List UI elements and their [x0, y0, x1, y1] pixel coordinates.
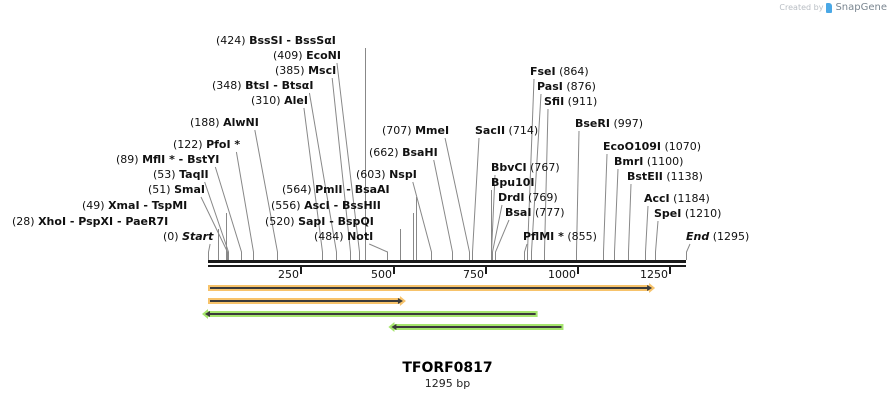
site-label: SacII (714) [475, 124, 538, 137]
backbone-top-strand [208, 260, 686, 263]
site-label: (424) BssSI - BssSαI [216, 34, 336, 47]
site-label: PasI (876) [537, 80, 596, 93]
site-label: (348) BtsI - BtsαI [212, 79, 313, 92]
site-label: (603) NspI [356, 168, 417, 181]
site-label: DrdI (769) [498, 191, 558, 204]
site-label: (51) SmaI [148, 183, 205, 196]
ruler-tick [577, 267, 579, 274]
ruler-tick-label: 250 [278, 268, 299, 281]
site-leader [492, 204, 503, 260]
site-label: (564) PmlI - BsaAI [282, 183, 390, 196]
site-label: BmrI (1100) [614, 155, 683, 168]
forward-feature-2[interactable] [208, 296, 406, 306]
ruler-tick-label: 1250 [640, 268, 668, 281]
backbone-bottom-strand [208, 265, 686, 267]
site-leader [303, 107, 323, 260]
site-label: (53) TaqII [153, 168, 209, 181]
site-leader [336, 62, 360, 260]
site-leader [614, 168, 619, 260]
sequence-title: TFORF0817 [402, 360, 493, 376]
site-label: (556) AscI - BssHII [271, 199, 381, 212]
site-label: (707) MmeI [382, 124, 449, 137]
ruler-tick [393, 267, 395, 274]
site-leader [412, 181, 432, 260]
site-label: (385) MscI [275, 64, 336, 77]
ruler-ticks: 250 500 750 1000 1250 [278, 267, 671, 281]
site-label: (49) XmaI - TspMI [82, 199, 187, 212]
site-label: (484) NotI [314, 230, 373, 243]
site-label: (122) PfoI * [173, 138, 240, 151]
site-leader [472, 137, 480, 260]
site-leader [433, 159, 453, 260]
site-leader [444, 137, 470, 260]
site-label: (0) Start [163, 230, 214, 243]
ruler-tick [669, 267, 671, 274]
site-label: (409) EcoNI [273, 49, 341, 62]
site-label: SpeI (1210) [654, 207, 721, 220]
site-leader [369, 243, 388, 260]
site-label: BsaI (777) [505, 206, 565, 219]
site-label: AccI (1184) [644, 192, 710, 205]
site-leader [308, 92, 337, 260]
snapgene-credit: Created by SnapGene [779, 2, 887, 13]
site-leader [208, 243, 211, 260]
ruler-tick [300, 267, 302, 274]
ruler-tick-label: 500 [371, 268, 392, 281]
site-label: BbvCI (767) [491, 161, 560, 174]
site-leader [544, 108, 549, 260]
site-label: FseI (864) [530, 65, 589, 78]
credit-brand: SnapGene [835, 2, 887, 13]
site-leader [603, 153, 608, 260]
ruler-tick-label: 750 [463, 268, 484, 281]
reverse-feature-2[interactable] [388, 322, 564, 332]
site-leader [204, 181, 229, 260]
reverse-feature-1[interactable] [202, 309, 538, 319]
site-label: End (1295) [686, 230, 749, 243]
site-leader [531, 93, 542, 260]
sequence-length: 1295 bp [424, 377, 471, 390]
site-label: (520) SapI - BspQI [265, 215, 374, 228]
site-leader [628, 183, 632, 260]
site-leader [524, 243, 528, 260]
site-label: SfiI (911) [544, 95, 597, 108]
snapgene-logo-icon [826, 2, 833, 13]
ruler-tick-label: 1000 [548, 268, 576, 281]
site-label: PflMI * (855) [523, 230, 597, 243]
site-label: (310) AleI [251, 94, 308, 107]
site-leader [235, 151, 254, 260]
site-leader [495, 219, 510, 260]
site-leader [200, 196, 228, 260]
site-leader [655, 220, 659, 260]
site-label: (662) BsaHI [369, 146, 438, 159]
forward-feature-1[interactable] [208, 283, 656, 293]
site-leader [576, 130, 580, 260]
sequence-backbone [208, 260, 686, 267]
site-label: BseRI (997) [575, 117, 643, 130]
site-leader [686, 243, 691, 260]
site-label: EcoO109I (1070) [603, 140, 701, 153]
site-label: BstEII (1138) [627, 170, 703, 183]
site-leader [527, 78, 535, 260]
site-leader [254, 129, 278, 260]
feature-arrows [202, 283, 656, 332]
site-leader [331, 77, 351, 260]
site-labels: (0) Start (28) XhoI - PspXI - PaeR7I (49) … [12, 34, 749, 243]
site-label: (28) XhoI - PspXI - PaeR7I [12, 215, 168, 228]
site-leader-lines [200, 48, 691, 260]
site-label: (89) MflI * - BstYI [116, 153, 219, 166]
credit-prefix: Created by [779, 3, 824, 12]
site-label: Bpu10I [491, 176, 535, 189]
site-label: (188) AlwNI [190, 116, 259, 129]
ruler-tick [485, 267, 487, 274]
site-leader [214, 166, 242, 260]
site-leader [645, 205, 649, 260]
